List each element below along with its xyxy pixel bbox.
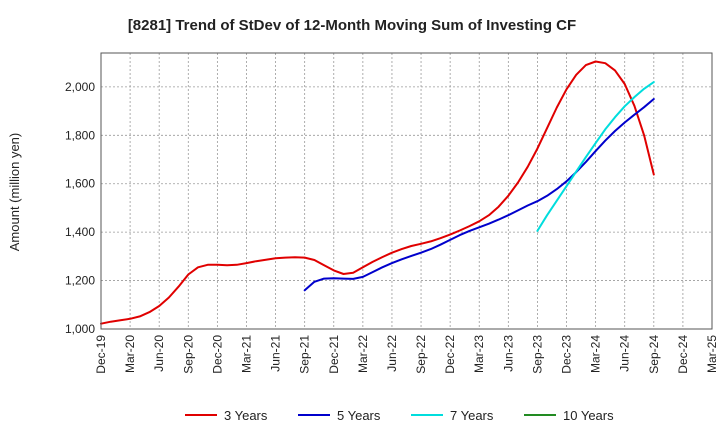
x-tick-label: Sep-23 (530, 335, 544, 374)
x-tick-label: Dec-20 (210, 335, 224, 374)
y-tick-labels: 1,000 1,200 1,400 1,600 1,800 2,000 (65, 80, 95, 336)
series-lines (100, 60, 655, 325)
legend-label: 7 Years (450, 408, 494, 423)
x-tick-label: Dec-24 (676, 335, 690, 374)
y-tick-label: 2,000 (65, 80, 95, 94)
x-tick-label: Dec-21 (327, 335, 341, 374)
y-tick-label: 1,200 (65, 274, 95, 288)
chart-title: [8281] Trend of StDev of 12-Month Moving… (128, 17, 576, 34)
y-tick-label: 1,000 (65, 322, 95, 336)
y-axis-label: Amount (million yen) (7, 133, 22, 252)
x-tick-label: Dec-19 (94, 335, 108, 374)
series-line-2 (303, 98, 655, 292)
x-tick-label: Sep-24 (647, 335, 661, 374)
x-tick-label: Jun-20 (152, 335, 166, 372)
legend-label: 3 Years (224, 408, 268, 423)
x-tick-label: Jun-24 (618, 335, 632, 372)
x-tick-labels: Dec-19 Mar-20 Jun-20 Sep-20 Dec-20 Mar-21 Jun-… (94, 335, 719, 374)
x-tick-label: Mar-25 (705, 335, 719, 373)
x-tick-label: Sep-21 (298, 335, 312, 374)
x-tick-label: Mar-23 (472, 335, 486, 373)
grid-lines (100, 53, 713, 330)
legend-label: 10 Years (563, 408, 614, 423)
x-tick-label: Sep-22 (414, 335, 428, 374)
x-tick-label: Mar-24 (589, 335, 603, 373)
legend-label: 5 Years (337, 408, 381, 423)
x-tick-label: Dec-23 (560, 335, 574, 374)
x-tick-label: Mar-22 (356, 335, 370, 373)
x-tick-label: Sep-20 (181, 335, 195, 374)
x-tick-label: Jun-23 (501, 335, 515, 372)
y-tick-label: 1,600 (65, 177, 95, 191)
series-line-1 (100, 60, 655, 325)
x-tick-label: Mar-20 (123, 335, 137, 373)
x-tick-label: Jun-21 (269, 335, 283, 372)
legend: 3 Years 5 Years 7 Years 10 Years (185, 408, 614, 423)
y-tick-label: 1,400 (65, 225, 95, 239)
series-line-3 (536, 81, 655, 232)
x-tick-label: Dec-22 (443, 335, 457, 374)
x-tick-label: Mar-21 (239, 335, 253, 373)
plot-area-frame (100, 52, 713, 330)
x-tick-label: Jun-22 (385, 335, 399, 372)
y-tick-label: 1,800 (65, 128, 95, 142)
